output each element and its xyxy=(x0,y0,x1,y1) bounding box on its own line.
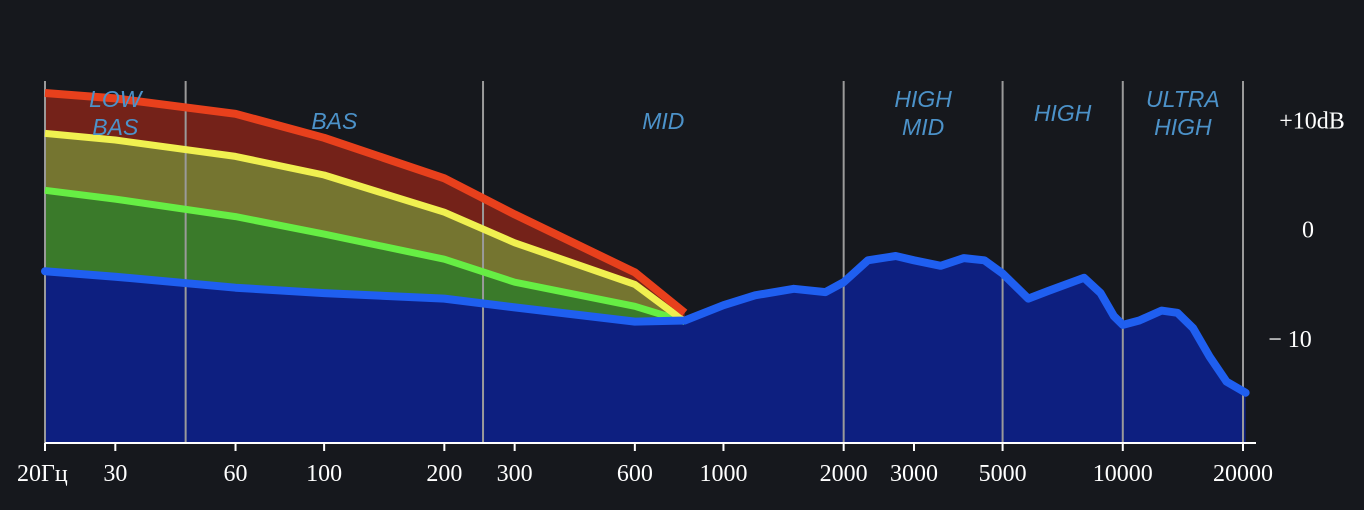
red-curve xyxy=(44,89,688,316)
band-label: MID xyxy=(902,114,944,140)
y-tick-label: − 10 xyxy=(1268,327,1312,353)
x-tick-label: 2000 xyxy=(820,461,868,487)
yellow-band-area xyxy=(45,133,685,322)
series-lines xyxy=(41,89,1250,397)
x-tick-label: 20Гц xyxy=(17,461,68,487)
x-tick-label: 1000 xyxy=(699,461,747,487)
x-tick-label: 200 xyxy=(426,461,462,487)
green-band-area xyxy=(45,190,685,322)
band-label: ULTRA xyxy=(1146,86,1220,112)
yellow-curve xyxy=(44,129,687,325)
x-tick-label: 600 xyxy=(617,461,653,487)
x-tick-label: 20000 xyxy=(1213,461,1273,487)
band-label: HIGH xyxy=(1154,114,1212,140)
band-label: HIGH xyxy=(894,86,952,112)
y-tick-label: 0 xyxy=(1302,218,1314,244)
x-tick-label: 60 xyxy=(224,461,248,487)
x-tick-label: 5000 xyxy=(979,461,1027,487)
area-fills xyxy=(45,93,1246,443)
band-label: HIGH xyxy=(1034,100,1092,126)
x-tick-label: 100 xyxy=(306,461,342,487)
x-tick-label: 30 xyxy=(103,461,127,487)
y-tick-label: +10dB xyxy=(1279,108,1345,134)
band-label: MID xyxy=(642,108,684,134)
band-label: BAS xyxy=(92,114,139,140)
band-label: BAS xyxy=(311,108,358,134)
band-label: LOW xyxy=(89,86,144,112)
base-area xyxy=(45,256,1246,443)
x-tick-label: 10000 xyxy=(1093,461,1153,487)
green-curve xyxy=(44,186,686,325)
x-tick-label: 3000 xyxy=(890,461,938,487)
x-axis: 20Гц 30 60 100 200 300 600 1000 2000 3000 5000 1000… xyxy=(17,442,1273,487)
base-curve xyxy=(41,252,1250,397)
band-dividers xyxy=(44,81,1244,443)
x-tick-label: 300 xyxy=(497,461,533,487)
